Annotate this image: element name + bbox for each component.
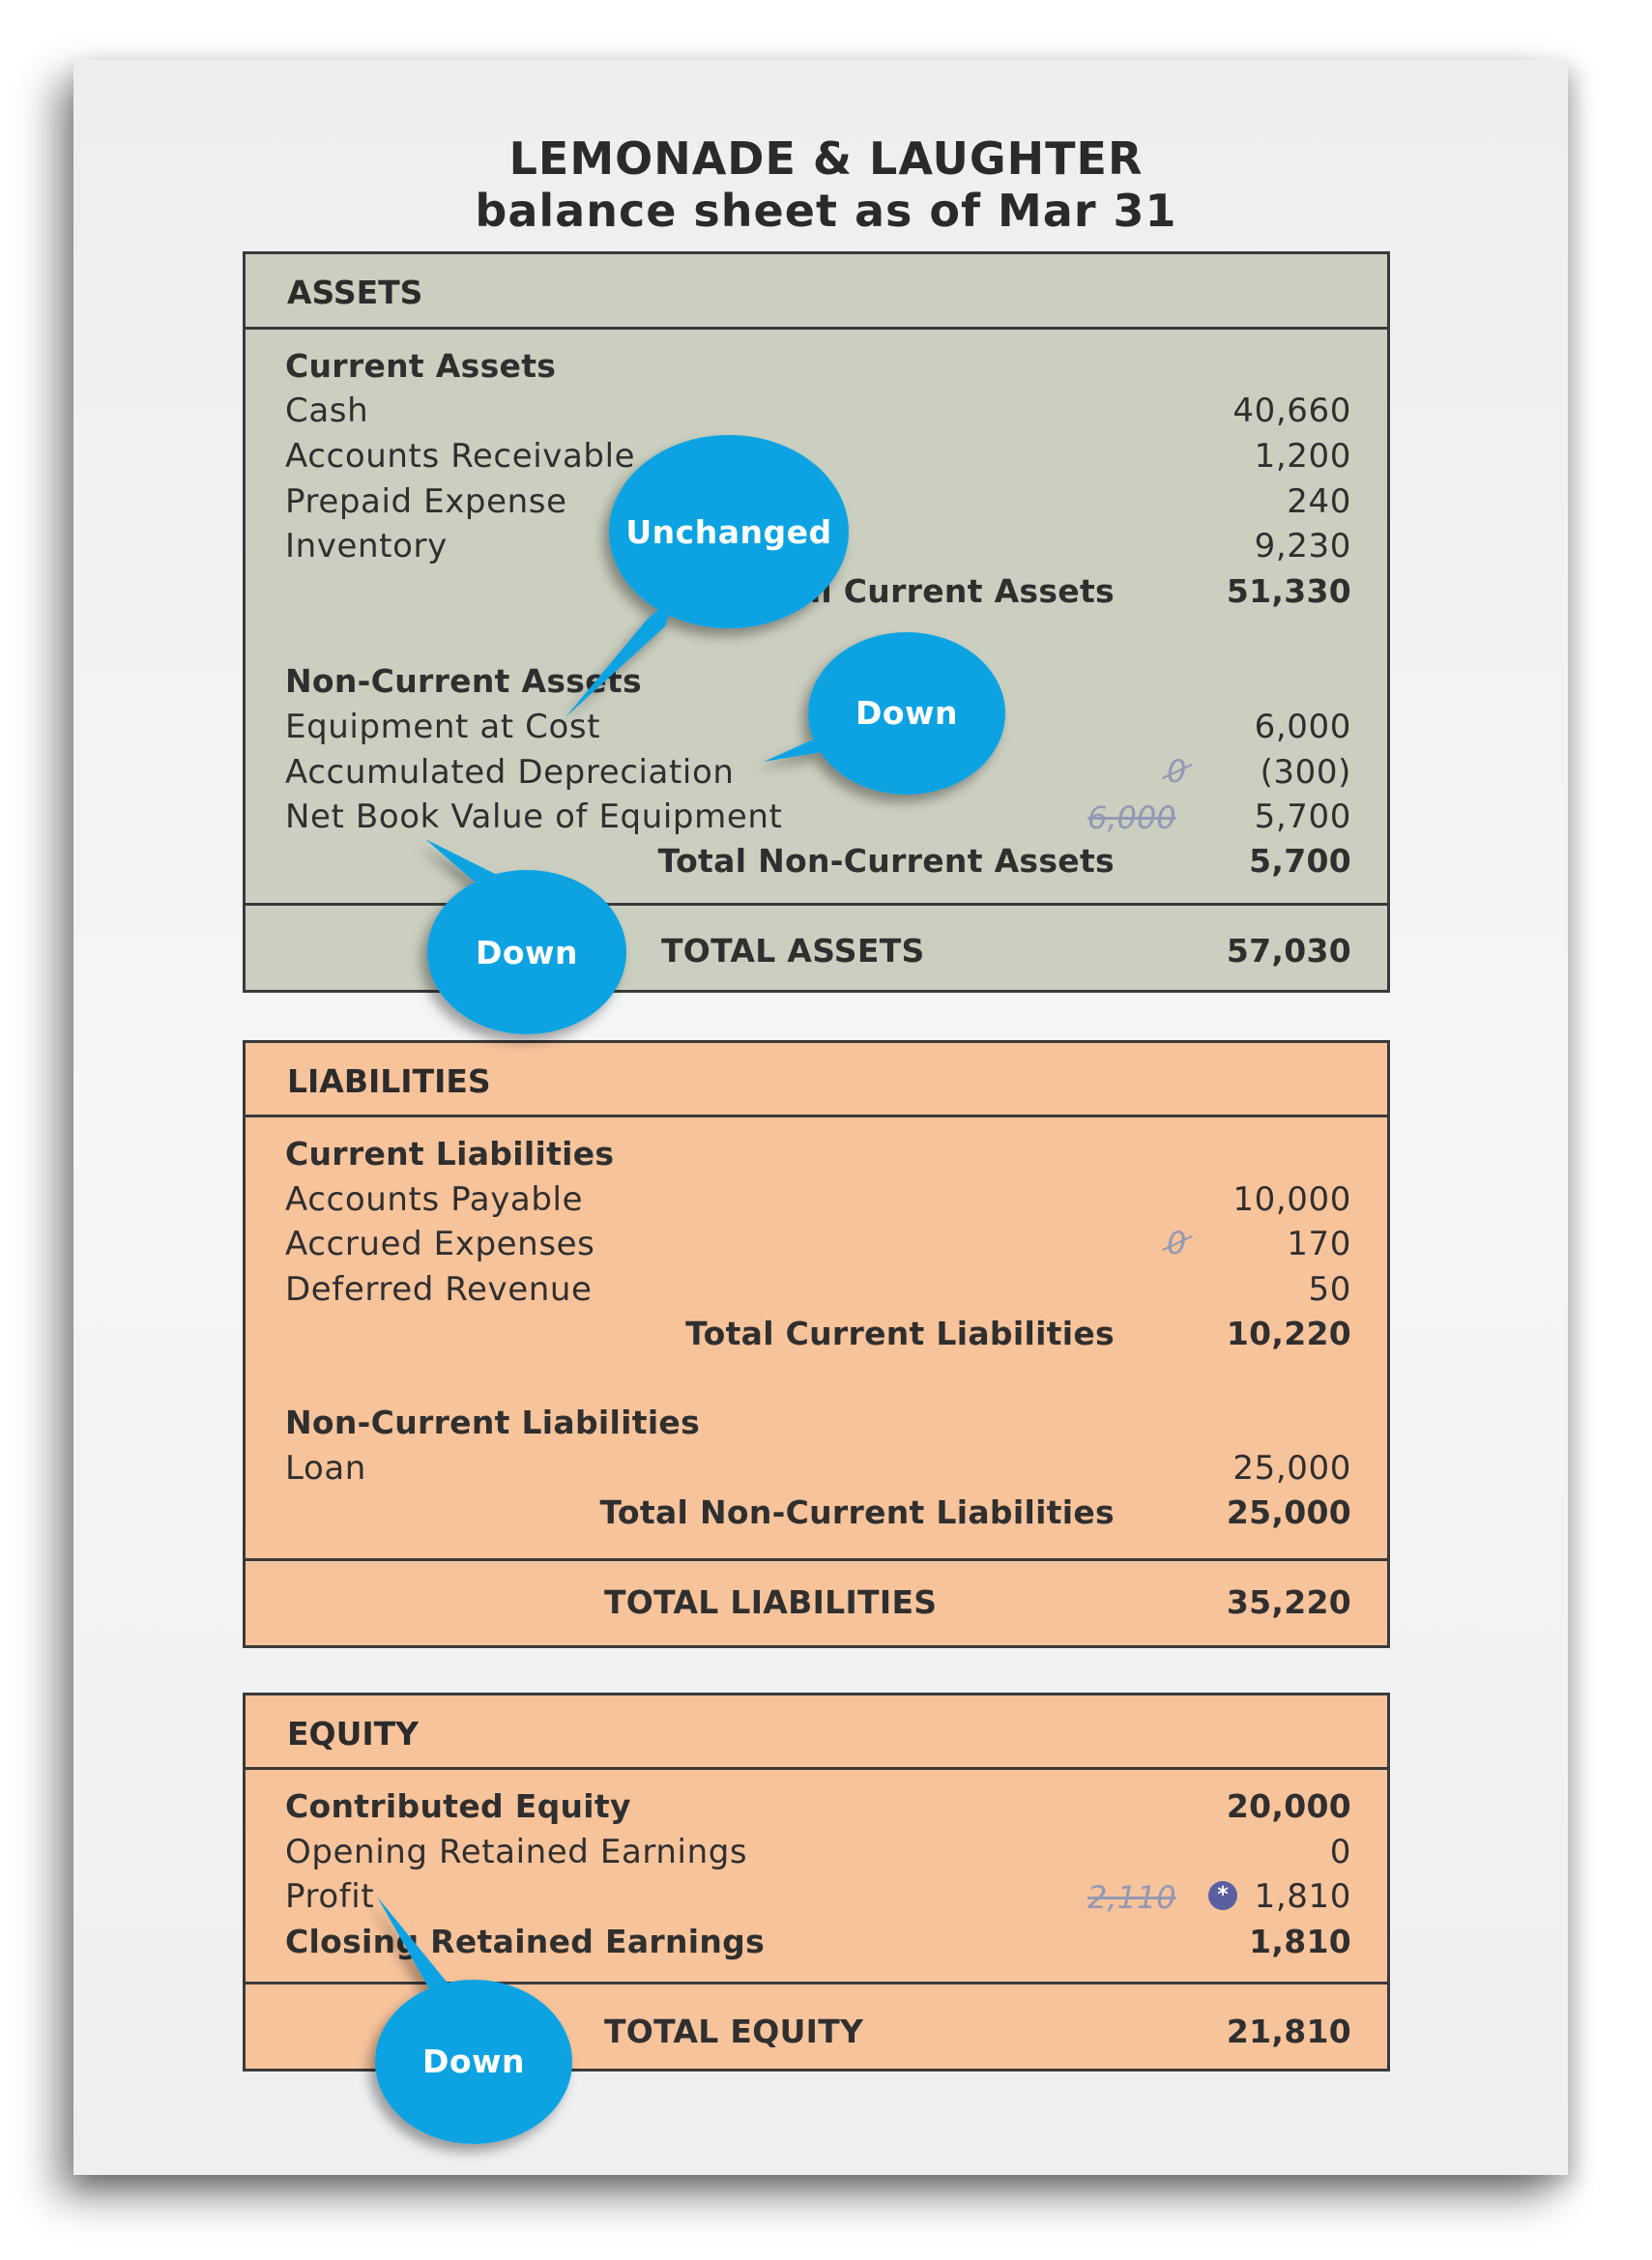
total-noncurrent-liabilities-label: Total Non-Current Liabilities [599, 1493, 1115, 1531]
equity-header-bar: EQUITY [246, 1695, 1387, 1770]
liability-value: 10,000 [1232, 1180, 1351, 1219]
total-current-assets-label: al Current Assets [798, 572, 1115, 610]
asset-label: Inventory [285, 527, 448, 565]
asset-value: 240 [1287, 482, 1351, 521]
total-equity-value: 21,810 [1226, 2013, 1351, 2050]
total-assets-bar [246, 903, 1387, 990]
asset-label: Net Book Value of Equipment [285, 797, 783, 836]
callout-unchanged-text: Unchanged [625, 513, 832, 551]
total-assets-label: TOTAL ASSETS [661, 932, 925, 970]
star-icon: * [1208, 1881, 1237, 1910]
asset-label: Prepaid Expense [285, 482, 567, 521]
total-current-liabilities-label: Total Current Liabilities [685, 1315, 1115, 1352]
opening-retained-earnings-label: Opening Retained Earnings [285, 1833, 748, 1871]
callout-down-nbv [425, 839, 626, 1034]
sheet-subtitle: balance sheet as of Mar 31 [475, 185, 1177, 237]
liabilities-section: LIABILITIES [243, 1040, 1390, 1648]
liability-value: 25,000 [1232, 1449, 1351, 1488]
asset-label: Accumulated Depreciation [285, 753, 735, 792]
current-liabilities-heading: Current Liabilities [285, 1135, 615, 1173]
asset-value: 1,200 [1254, 437, 1351, 476]
closing-retained-earnings-label: Closing Retained Earnings [285, 1923, 766, 1960]
total-equity-bar [246, 1982, 1387, 2069]
total-equity-label: TOTAL EQUITY [604, 2013, 864, 2050]
contributed-equity-label: Contributed Equity [285, 1787, 631, 1825]
total-assets-value: 57,030 [1226, 932, 1351, 970]
liability-value: 170 [1287, 1225, 1351, 1263]
profit-value: 1,810 [1254, 1877, 1351, 1916]
liability-label: Accounts Payable [285, 1180, 584, 1219]
asset-value: 9,230 [1254, 527, 1351, 565]
opening-retained-earnings-value: 0 [1329, 1833, 1351, 1871]
old-value-crossed: 6,000 [1087, 799, 1176, 836]
assets-header: ASSETS [287, 274, 423, 311]
total-noncurrent-assets-value: 5,700 [1249, 842, 1351, 880]
callout-unchanged [565, 435, 849, 717]
total-current-assets-value: 51,330 [1226, 572, 1351, 610]
equity-header: EQUITY [287, 1715, 420, 1753]
liability-label: Accrued Expenses [285, 1225, 595, 1263]
liability-label: Loan [285, 1449, 366, 1488]
callout-down-profit [375, 1897, 572, 2144]
asset-label: Cash [285, 391, 369, 430]
assets-header-bar: ASSETS [246, 254, 1387, 330]
asset-value: 40,660 [1232, 391, 1351, 430]
liabilities-header-bar: LIABILITIES [246, 1043, 1387, 1117]
liability-value: 50 [1308, 1270, 1351, 1309]
total-liabilities-bar [246, 1558, 1387, 1645]
profit-label: Profit [285, 1877, 375, 1916]
liability-label: Deferred Revenue [285, 1270, 593, 1309]
asset-value: 6,000 [1254, 708, 1351, 746]
noncurrent-liabilities-heading: Non-Current Liabilities [285, 1404, 701, 1441]
asset-label: Equipment at Cost [285, 708, 601, 746]
total-noncurrent-liabilities-value: 25,000 [1226, 1493, 1351, 1531]
callout-down-nbv-text: Down [475, 934, 579, 971]
total-liabilities-label: TOTAL LIABILITIES [604, 1583, 938, 1621]
callout-down-profit-text: Down [421, 2043, 526, 2080]
total-noncurrent-assets-label: Total Non-Current Assets [657, 842, 1115, 880]
old-value-crossed: 0 [1167, 753, 1187, 790]
noncurrent-assets-heading: Non-Current Assets [285, 662, 642, 700]
company-title: LEMONADE & LAUGHTER [508, 132, 1144, 185]
closing-retained-earnings-value: 1,810 [1249, 1923, 1351, 1960]
asset-value: (300) [1260, 753, 1351, 792]
callout-down-accum [764, 632, 1005, 795]
callout-down-accum-text: Down [855, 694, 959, 732]
assets-section: ASSETS [243, 251, 1390, 993]
liabilities-header: LIABILITIES [287, 1062, 491, 1100]
total-liabilities-value: 35,220 [1226, 1583, 1351, 1621]
total-current-liabilities-value: 10,220 [1226, 1315, 1351, 1352]
contributed-equity-value: 20,000 [1226, 1787, 1351, 1825]
asset-label: Accounts Receivable [285, 437, 636, 476]
old-profit-crossed: 2,110 [1087, 1879, 1176, 1916]
asset-value: 5,700 [1254, 797, 1351, 836]
old-value-crossed: 0 [1167, 1225, 1187, 1261]
current-assets-heading: Current Assets [285, 347, 557, 385]
